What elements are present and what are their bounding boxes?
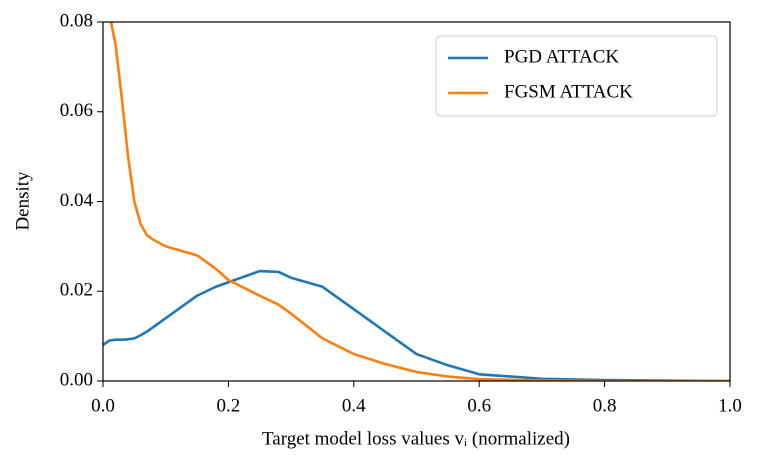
legend-label: PGD ATTACK — [504, 46, 619, 67]
x-tick-label: 0.4 — [342, 395, 366, 416]
y-tick-label: 0.04 — [60, 190, 94, 211]
y-tick-label: 0.06 — [60, 100, 93, 121]
x-tick-label: 0.8 — [593, 395, 617, 416]
plot-area — [103, 22, 730, 381]
series-line — [103, 269, 730, 381]
y-tick-label: 0.08 — [60, 10, 93, 31]
x-tick-label: 0.0 — [91, 395, 115, 416]
y-tick-label: 0.02 — [60, 280, 93, 301]
y-tick-label: 0.00 — [60, 369, 93, 390]
legend-box — [435, 35, 718, 117]
legend-label: FGSM ATTACK — [504, 81, 633, 102]
x-tick-label: 0.2 — [217, 395, 241, 416]
y-axis-label: Density — [12, 171, 33, 231]
series-line — [109, 22, 730, 381]
x-axis-label: Target model loss values vᵢ (normalized) — [262, 428, 570, 449]
plot-frame — [102, 21, 731, 382]
x-tick-label: 1.0 — [718, 395, 742, 416]
x-tick-label: 0.6 — [467, 395, 491, 416]
